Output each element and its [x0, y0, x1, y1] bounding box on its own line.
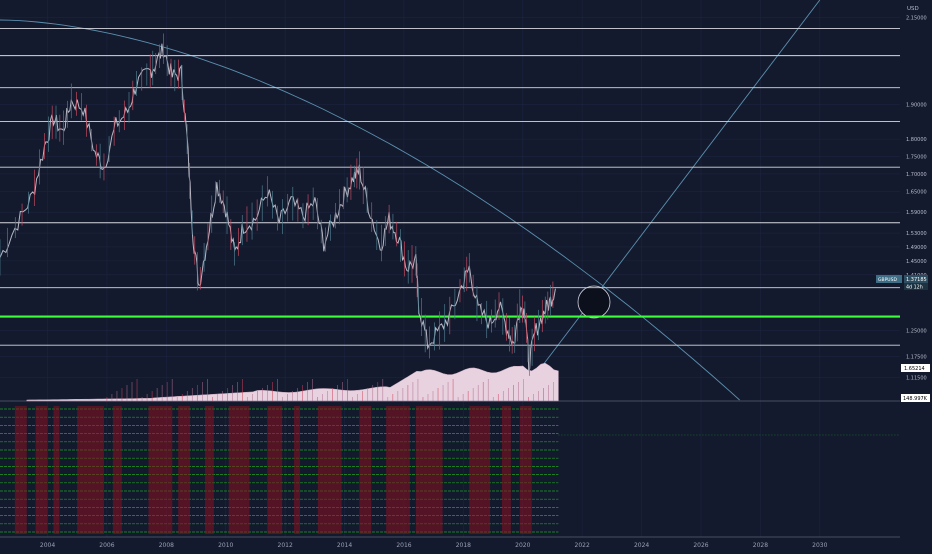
x-tick-label: 2030: [812, 542, 827, 549]
volume-profile: [0, 362, 900, 402]
indicator-pane: 757065605550454035302520151050: [0, 406, 917, 538]
y-tick-label: 1.80000: [906, 137, 927, 143]
indicator-signal-block: [148, 406, 173, 534]
indicator-signal-block: [359, 406, 372, 534]
symbol-label: GBPUSD: [878, 277, 897, 283]
x-tick-label: 2018: [456, 542, 471, 549]
indicator-signal-block: [415, 406, 443, 534]
indicator-signal-block: [469, 406, 491, 534]
y-tick-label: 2.15000: [906, 15, 927, 21]
x-tick-label: 2028: [753, 542, 768, 549]
y-tick-label: 1.11500: [906, 375, 927, 381]
indicator-signal-block: [14, 406, 27, 534]
x-tick-label: 2006: [99, 542, 114, 549]
y-tick-label: 1.49000: [906, 245, 927, 251]
volume-area: [26, 362, 559, 402]
x-tick-label: 2008: [159, 542, 174, 549]
x-tick-label: 2024: [634, 542, 649, 549]
indicator-signal-block: [294, 406, 300, 534]
x-tick-label: 2004: [40, 542, 55, 549]
currency-label: USD: [907, 6, 919, 12]
indicator-signal-block: [204, 406, 214, 534]
drawing-curves: [0, 0, 821, 401]
x-tick-label: 2020: [515, 542, 530, 549]
indicator-signal-block: [519, 406, 532, 534]
target-circle: [577, 285, 611, 319]
arc-curve: [0, 19, 740, 401]
y-tick-label: 1.45000: [906, 259, 927, 265]
indicator-signal-block: [35, 406, 48, 534]
x-tick-label: 2026: [693, 542, 708, 549]
y-tick-label: 1.90000: [906, 102, 927, 108]
y-tick-label: 1.17500: [906, 355, 927, 361]
volume-axis-label: 148.997K: [903, 396, 928, 402]
x-tick-label: 2012: [278, 542, 293, 549]
price-series: [0, 33, 556, 376]
y-tick-label: 1.65000: [906, 189, 927, 195]
y-tick-label: 1.25000: [906, 328, 927, 334]
indicator-signal-block: [386, 406, 410, 534]
x-tick-label: 2016: [396, 542, 411, 549]
y-tick-label: 1.70000: [906, 172, 927, 178]
indicator-signal-block: [53, 406, 60, 534]
indicator-signal-block: [112, 406, 122, 534]
indicator-signal-block: [178, 406, 191, 534]
indicator-signal-block: [228, 406, 250, 534]
y-tick-label: 1.59000: [906, 210, 927, 216]
symbol-price-tag[interactable]: GBPUSD 1.37185 4d 12h: [876, 275, 928, 291]
y-tick-label: 1.53000: [906, 231, 927, 237]
indicator-signal-block: [317, 406, 342, 534]
indicator-signal-block: [501, 406, 511, 534]
x-tick-label: 2022: [575, 542, 590, 549]
y-tick-label: 1.75000: [906, 155, 927, 161]
volume-label-tag: 1.65214 148.997K: [901, 364, 930, 402]
countdown-label: 4d 12h: [906, 285, 923, 291]
volume-profile-label: 1.65214: [904, 366, 925, 372]
x-tick-label: 2014: [337, 542, 352, 549]
indicator-signal-block: [267, 406, 283, 534]
indicator-signal-block: [77, 406, 104, 534]
x-tick-label: 2010: [218, 542, 233, 549]
current-price-label: 1.37185: [906, 277, 927, 283]
time-axis: 2004 2006 2008 2010 2012 2014 2016 2018 2020 2022…: [40, 542, 828, 549]
